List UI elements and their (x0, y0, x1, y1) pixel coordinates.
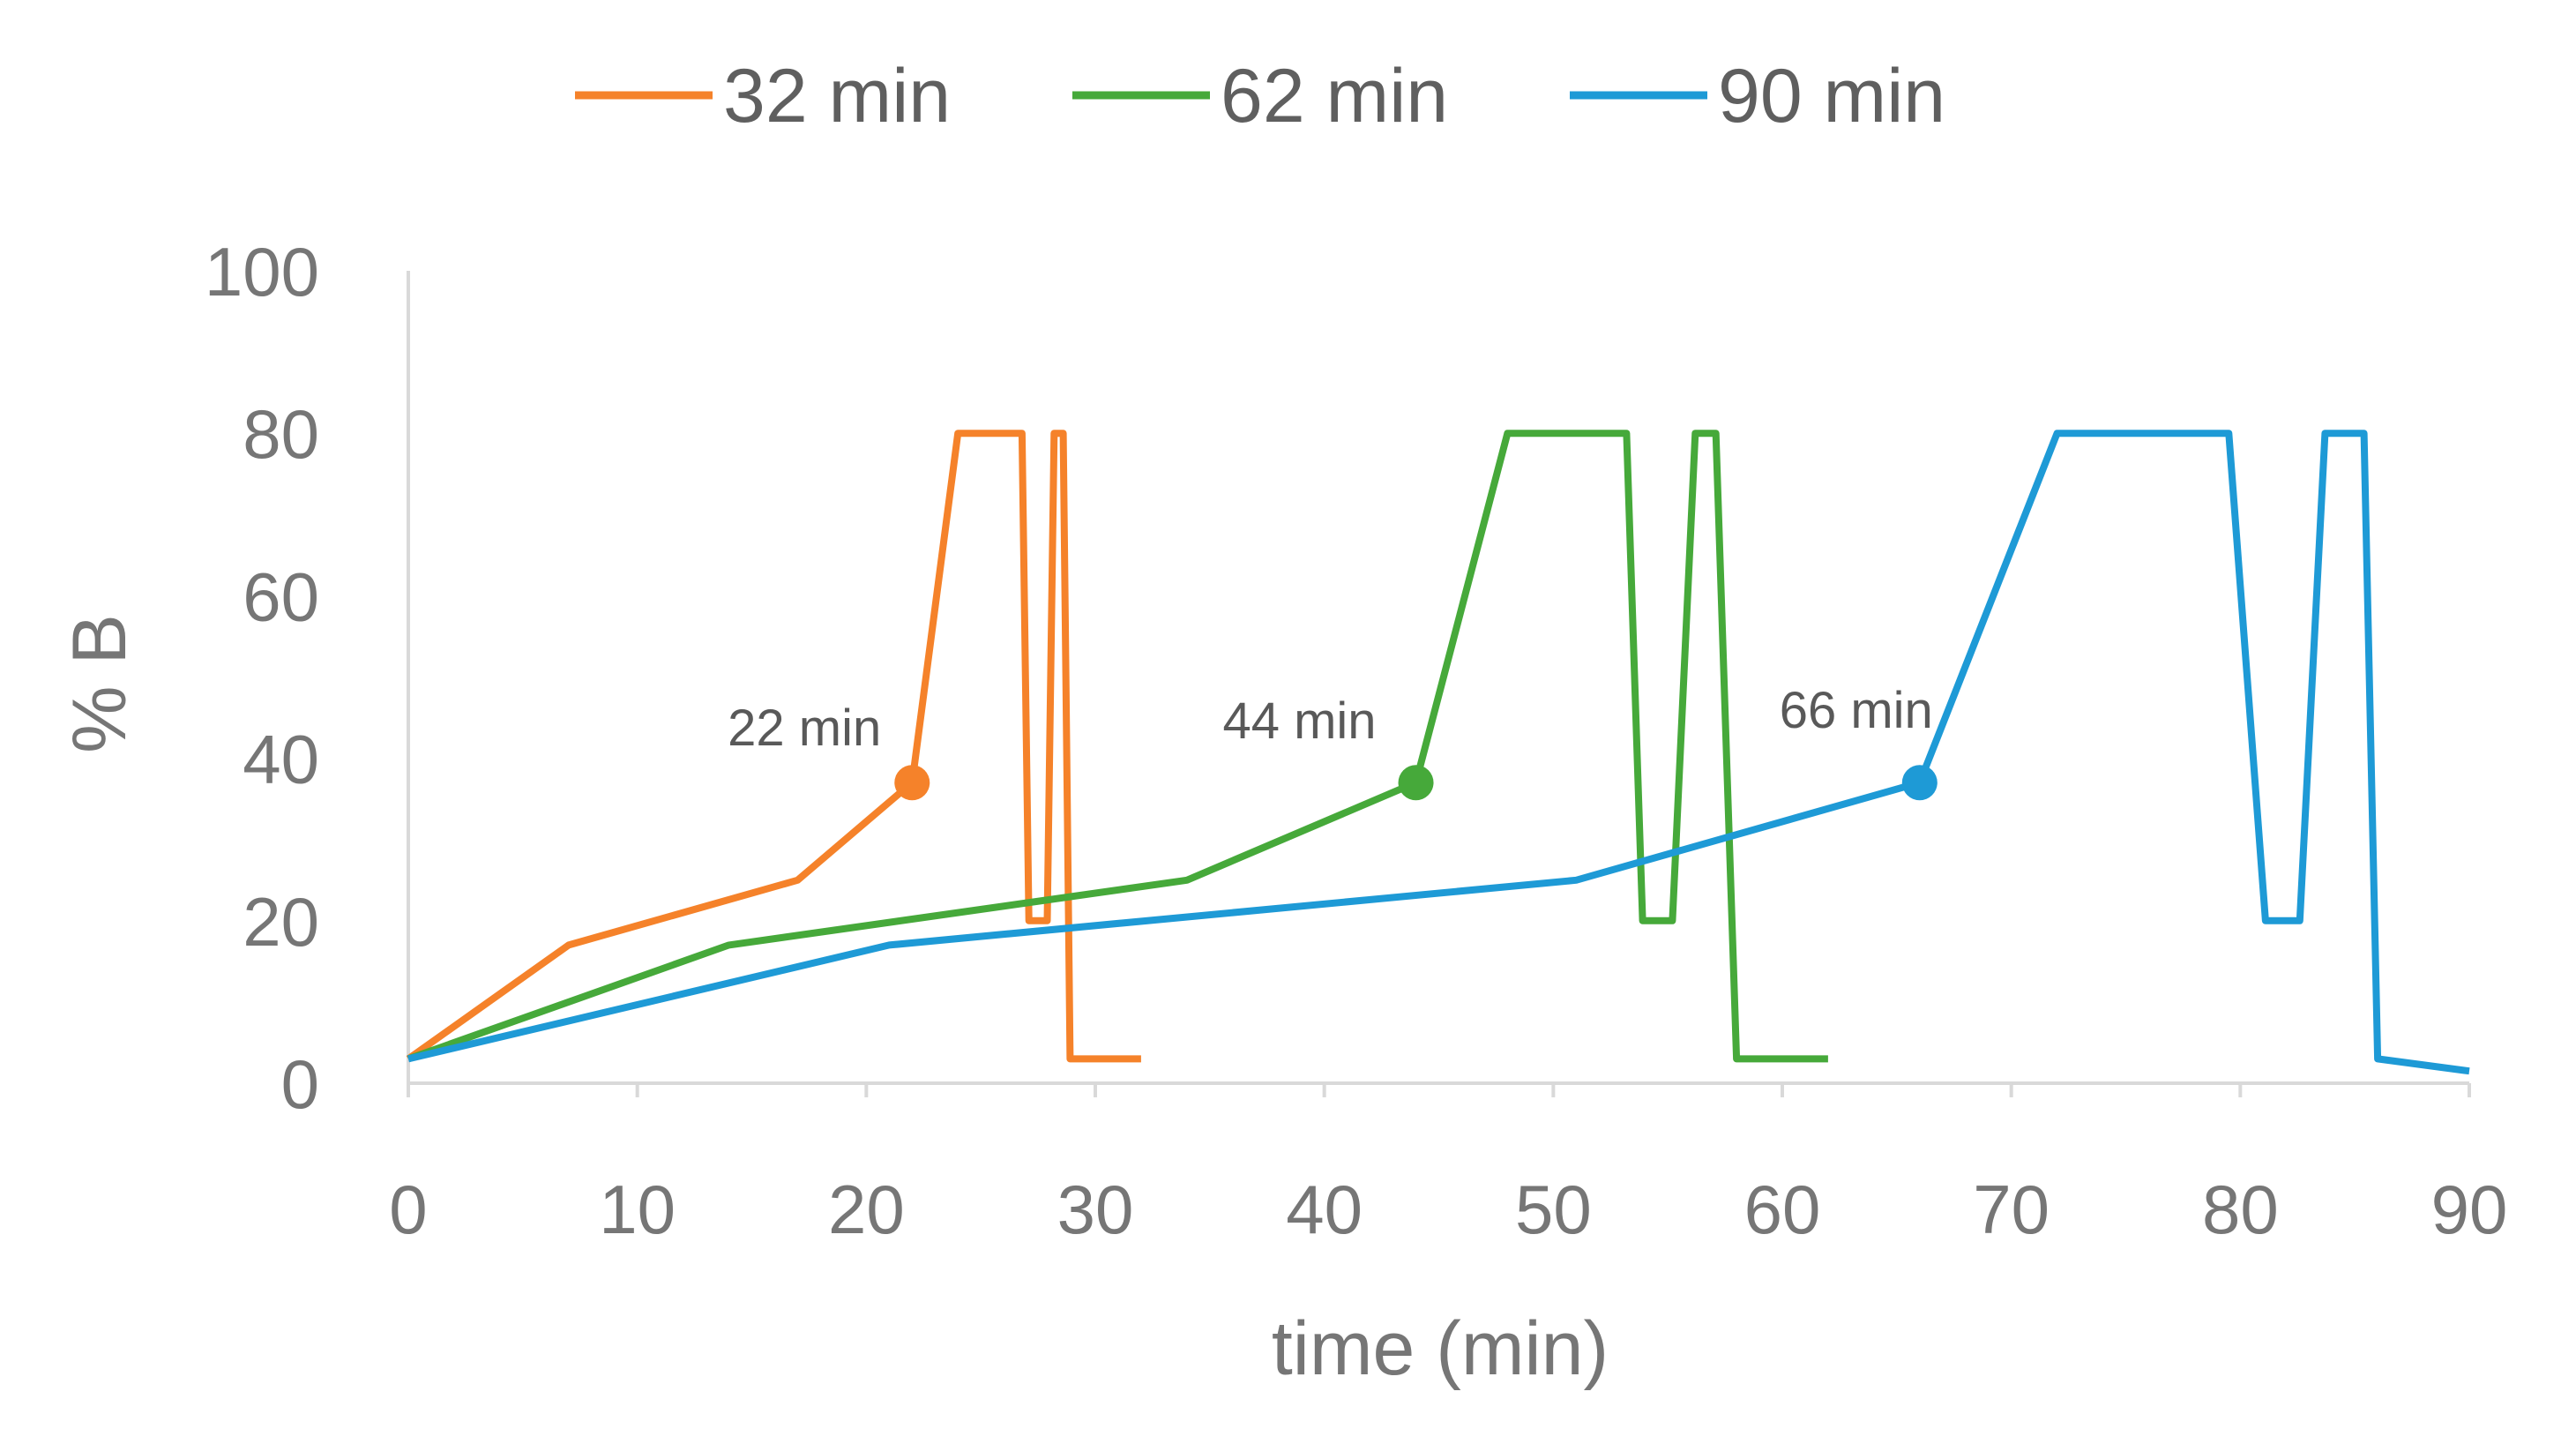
x-tick-label: 20 (828, 1171, 905, 1248)
marker-layer: 22 min 44 min 66 min (728, 682, 1938, 801)
y-tick-label: 100 (205, 233, 319, 310)
marker-annotation: 22 min (728, 700, 881, 757)
y-axis-title: % B (57, 614, 142, 753)
y-tick-label: 80 (243, 395, 319, 473)
axes: 0 10 20 30 40 50 60 70 80 90 0 20 40 60 80 100 (205, 233, 2508, 1248)
series-line-32-min (406, 430, 1141, 1063)
series-line-90-min (407, 430, 2470, 1075)
x-tick-label: 50 (1515, 1171, 1592, 1248)
series-line-62-min (407, 430, 1828, 1063)
x-tick-label: 40 (1286, 1171, 1363, 1248)
x-tick-label: 10 (599, 1171, 676, 1248)
marker-annotation: 66 min (1780, 682, 1933, 739)
legend-label: 32 min (723, 54, 951, 138)
x-tick-label: 80 (2202, 1171, 2279, 1248)
x-tick-label: 70 (1973, 1171, 2050, 1248)
x-tick-label: 60 (1744, 1171, 1821, 1248)
highlight-marker (1398, 765, 1434, 801)
highlight-marker (894, 765, 930, 801)
y-tick-label: 60 (243, 557, 319, 635)
x-axis-title: time (min) (1272, 1306, 1609, 1391)
legend-label: 90 min (1718, 54, 1945, 138)
series-layer (406, 430, 2470, 1075)
y-tick-label: 20 (243, 883, 319, 961)
y-tick-label: 0 (281, 1045, 319, 1123)
legend-label: 62 min (1221, 54, 1448, 138)
x-tick-label: 0 (389, 1171, 427, 1248)
marker-annotation: 44 min (1222, 692, 1376, 750)
x-tick-label: 30 (1057, 1171, 1134, 1248)
highlight-marker (1901, 765, 1938, 801)
legend: 32 min 62 min 90 min (575, 54, 1945, 138)
x-tick-label: 90 (2431, 1171, 2508, 1248)
y-tick-label: 40 (243, 721, 319, 798)
